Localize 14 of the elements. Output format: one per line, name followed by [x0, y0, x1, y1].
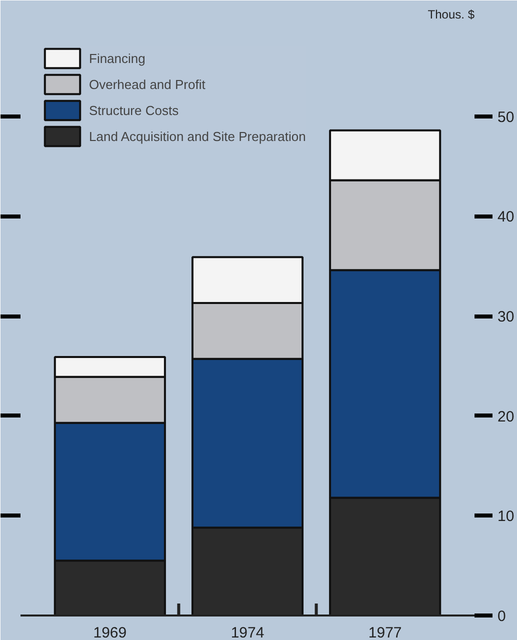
y-tick-label: 20	[498, 408, 514, 426]
y-tick-label: 30	[498, 308, 514, 326]
y-tick-label: 10	[498, 508, 514, 526]
y-tick-label: 50	[498, 108, 514, 126]
legend-label: Financing	[89, 50, 146, 68]
legend-label: Overhead and Profit	[89, 76, 206, 94]
y-axis-title: Thous. $	[428, 8, 475, 22]
x-tick-label: 1974	[230, 624, 264, 640]
x-tick-label: 1969	[93, 624, 127, 640]
legend-label: Structure Costs	[89, 102, 179, 120]
x-tick-label: 1977	[368, 624, 402, 640]
y-tick-label: 0	[498, 608, 506, 625]
y-tick-label: 40	[498, 208, 514, 226]
legend-label: Land Acquisition and Site Preparation	[89, 128, 306, 146]
